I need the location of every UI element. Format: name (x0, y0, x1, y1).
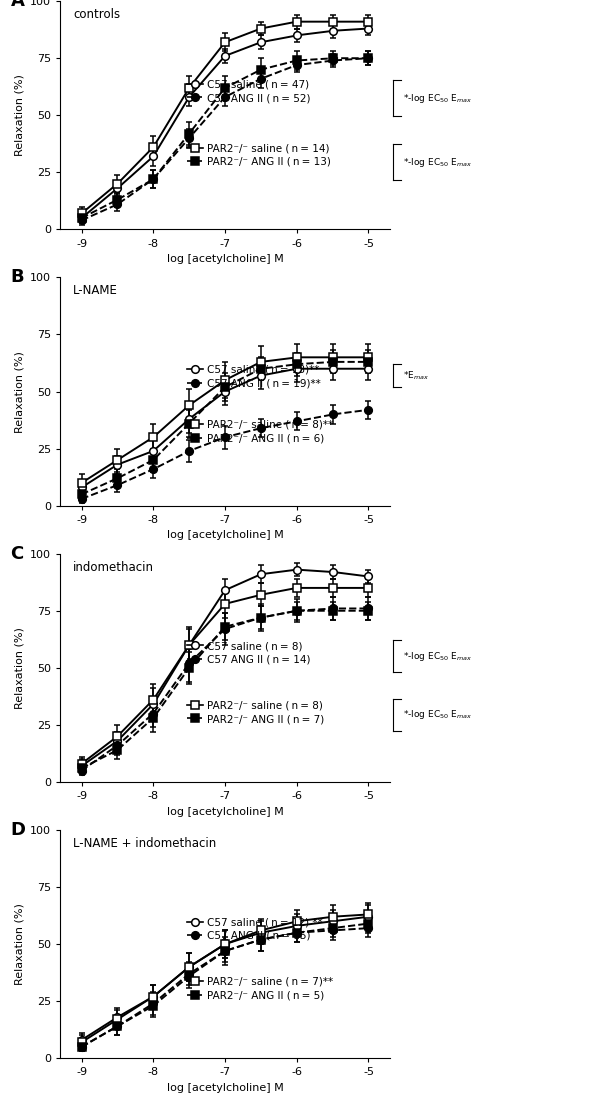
Text: *-log EC$_{50}$ E$_{max}$: *-log EC$_{50}$ E$_{max}$ (403, 156, 472, 168)
Y-axis label: Relaxation (%): Relaxation (%) (14, 75, 25, 156)
Text: D: D (11, 821, 25, 839)
Text: *E$_{max}$: *E$_{max}$ (403, 370, 429, 382)
Legend: PAR2⁻/⁻ saline ( n = 7)**, PAR2⁻/⁻ ANG II ( n = 5): PAR2⁻/⁻ saline ( n = 7)**, PAR2⁻/⁻ ANG I… (187, 977, 333, 1000)
Text: C: C (11, 545, 24, 563)
Y-axis label: Relaxation (%): Relaxation (%) (14, 627, 25, 709)
Text: *-log EC$_{50}$ E$_{max}$: *-log EC$_{50}$ E$_{max}$ (403, 649, 472, 663)
Text: controls: controls (73, 8, 121, 21)
Text: indomethacin: indomethacin (73, 560, 154, 574)
Text: *-log EC$_{50}$ E$_{max}$: *-log EC$_{50}$ E$_{max}$ (403, 91, 472, 105)
Text: A: A (11, 0, 25, 10)
Y-axis label: Relaxation (%): Relaxation (%) (14, 351, 25, 432)
X-axis label: log [acetylcholine] M: log [acetylcholine] M (167, 1083, 283, 1093)
Text: L-NAME + indomethacin: L-NAME + indomethacin (73, 837, 217, 850)
X-axis label: log [acetylcholine] M: log [acetylcholine] M (167, 254, 283, 264)
Text: *-log EC$_{50}$ E$_{max}$: *-log EC$_{50}$ E$_{max}$ (403, 709, 472, 721)
Text: L-NAME: L-NAME (73, 284, 118, 297)
Legend: PAR2⁻/⁻ saline ( n = 8), PAR2⁻/⁻ ANG II ( n = 7): PAR2⁻/⁻ saline ( n = 8), PAR2⁻/⁻ ANG II … (187, 701, 325, 724)
X-axis label: log [acetylcholine] M: log [acetylcholine] M (167, 530, 283, 540)
Y-axis label: Relaxation (%): Relaxation (%) (14, 903, 25, 985)
Legend: PAR2⁻/⁻ saline ( n = 14), PAR2⁻/⁻ ANG II ( n = 13): PAR2⁻/⁻ saline ( n = 14), PAR2⁻/⁻ ANG II… (187, 144, 331, 167)
X-axis label: log [acetylcholine] M: log [acetylcholine] M (167, 807, 283, 817)
Text: B: B (11, 268, 24, 286)
Legend: PAR2⁻/⁻ saline ( n = 8)**, PAR2⁻/⁻ ANG II ( n = 6): PAR2⁻/⁻ saline ( n = 8)**, PAR2⁻/⁻ ANG I… (187, 420, 333, 443)
